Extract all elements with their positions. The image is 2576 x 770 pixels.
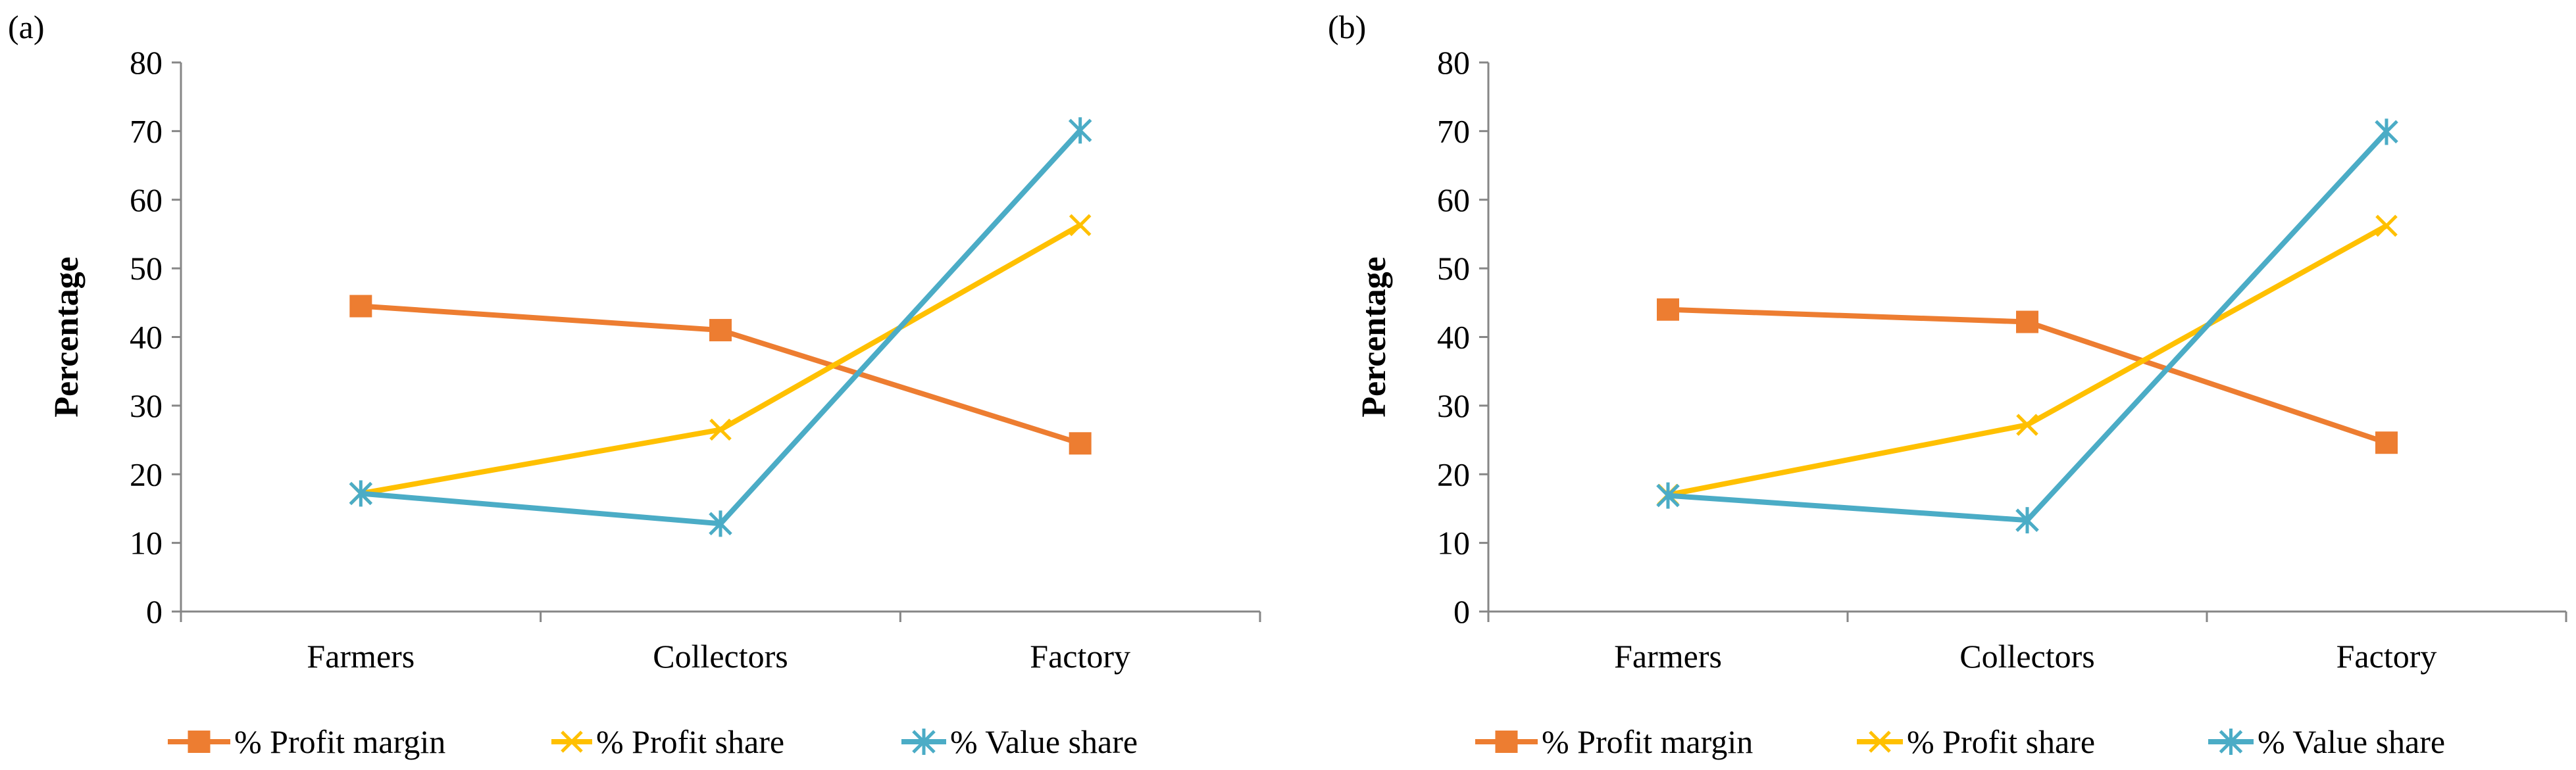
series-value-share	[1656, 118, 2398, 534]
x-tick-label: Collectors	[1959, 638, 2095, 675]
legend-item: % Profit margin	[1475, 723, 1753, 760]
data-point	[2015, 507, 2039, 534]
x-tick-label: Farmers	[1614, 638, 1722, 675]
y-tick-label: 60	[1437, 181, 1470, 218]
data-point	[2375, 118, 2398, 145]
legend-item: % Profit share	[551, 723, 784, 760]
data-point-stroke-b	[1069, 214, 1092, 237]
legend-label: % Profit margin	[234, 723, 445, 760]
data-point	[709, 418, 732, 441]
y-tick-label: 0	[1453, 593, 1470, 630]
legend: % Profit margin % Profit share % Value sha…	[168, 723, 1138, 760]
data-point-stroke-b	[2375, 214, 2398, 237]
y-tick-label: 40	[1437, 319, 1470, 356]
x-tick-label: Factory	[2336, 638, 2437, 675]
data-point	[709, 510, 732, 537]
legend-label: % Value share	[950, 723, 1138, 760]
legend-label: % Profit share	[1907, 723, 2095, 760]
y-tick-label: 0	[146, 593, 163, 630]
legend-item: % Value share	[2208, 723, 2445, 760]
legend-item: % Profit margin	[168, 723, 445, 760]
chart-panel-a: (a) 0 10 20 30 40 50 60 70 80 Farmers Collectors Fac…	[8, 9, 1261, 760]
series-profit-margin	[1657, 298, 2398, 454]
panel-label: (a)	[8, 9, 45, 45]
y-tick-label: 70	[1437, 112, 1470, 149]
legend-item: % Profit share	[1857, 723, 2095, 760]
legend-marker	[2219, 729, 2243, 755]
y-tick-label: 30	[130, 387, 163, 424]
y-tick-label: 20	[1437, 456, 1470, 493]
data-point	[2016, 310, 2038, 333]
legend-label: % Value share	[2258, 723, 2445, 760]
data-point	[2016, 414, 2038, 436]
legend-marker-stroke-b	[561, 731, 583, 753]
legend-marker	[1495, 731, 1518, 753]
data-point	[349, 480, 373, 507]
data-point	[2375, 214, 2398, 237]
data-point	[2375, 431, 2398, 454]
y-axis-title: Percentage	[1355, 256, 1393, 417]
series-profit-margin	[349, 295, 1092, 455]
y-tick-label: 70	[130, 112, 163, 149]
series-value-share	[349, 117, 1092, 537]
y-tick-label: 80	[1437, 44, 1470, 81]
legend-marker	[561, 731, 583, 753]
legend-item: % Value share	[901, 723, 1138, 760]
y-tick-label: 30	[1437, 387, 1470, 424]
legend-label: % Profit share	[596, 723, 784, 760]
legend-marker	[1869, 731, 1891, 753]
data-point	[1069, 432, 1092, 455]
y-tick-label: 80	[130, 44, 163, 81]
data-point	[1656, 482, 1680, 509]
data-point	[349, 295, 372, 318]
data-point	[709, 319, 732, 342]
y-tick-label: 60	[130, 181, 163, 218]
legend-marker	[912, 729, 936, 755]
y-tick-label: 50	[1437, 250, 1470, 287]
y-axis-title: Percentage	[48, 256, 86, 417]
legend-label: % Profit margin	[1542, 723, 1753, 760]
x-tick-label: Collectors	[653, 638, 788, 675]
legend-marker	[188, 731, 211, 753]
data-point	[1068, 117, 1092, 144]
y-tick-label: 40	[130, 319, 163, 356]
data-point	[1657, 298, 1679, 321]
panel-label: (b)	[1328, 9, 1366, 45]
y-tick-label: 20	[130, 456, 163, 493]
data-point-stroke-b	[709, 418, 732, 441]
y-tick-label: 10	[130, 525, 163, 562]
x-tick-label: Farmers	[307, 638, 415, 675]
data-point	[1069, 214, 1092, 237]
y-tick-label: 50	[130, 250, 163, 287]
legend-marker-stroke-b	[1869, 731, 1891, 753]
data-point-stroke-b	[2016, 414, 2038, 436]
x-tick-label: Factory	[1030, 638, 1130, 675]
legend: % Profit margin % Profit share % Value sha…	[1475, 723, 2445, 760]
chart-panel-b: (b) 0 10 20 30 40 50 60 70 80 Farmers Collectors Fac…	[1328, 9, 2567, 760]
y-tick-label: 10	[1437, 525, 1470, 562]
